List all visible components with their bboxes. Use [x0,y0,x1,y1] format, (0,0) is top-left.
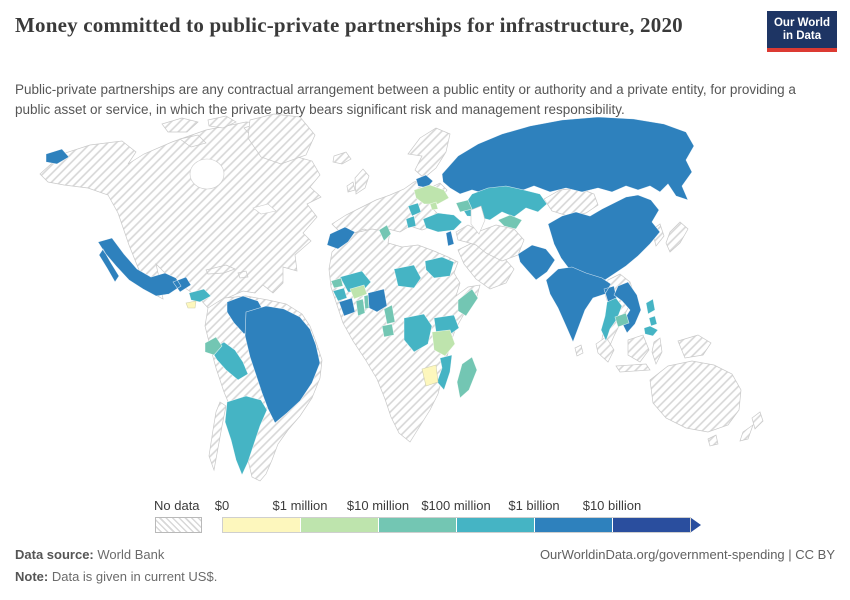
country-russia[interactable] [441,116,695,201]
legend-arrow-tip [690,517,701,533]
country-pakistan[interactable] [517,244,556,281]
country-sri-lanka[interactable] [574,344,584,357]
country-burkina-faso[interactable] [349,284,368,300]
choropleth-svg [39,113,764,482]
owid-logo-line1: Our World [773,17,830,29]
chart-subtitle: Public-private partnerships are any cont… [15,82,796,117]
country-somalia[interactable] [457,288,479,317]
country-greenland[interactable] [247,113,316,165]
country-serbia-albania[interactable] [405,202,422,229]
great-lakes [252,203,277,215]
legend-tick-5: $10 billion [582,498,642,513]
country-zimbabwe[interactable] [421,364,439,387]
country-cote-divoire[interactable] [338,297,356,317]
legend-swatch-1m-10m[interactable] [300,517,379,533]
country-israel[interactable] [445,230,455,247]
legend-swatch-10b-plus[interactable] [612,517,691,533]
country-iceland[interactable] [332,151,352,165]
country-cameroon-gabon[interactable] [381,304,396,338]
country-argentina[interactable] [224,395,268,476]
country-cuba-hispaniola[interactable] [205,264,249,279]
country-philippines[interactable] [643,298,659,337]
country-arctic-islands[interactable] [161,115,263,148]
country-uzbekistan[interactable] [497,214,523,230]
country-turkey[interactable] [422,212,463,233]
country-mexico[interactable] [97,237,192,297]
country-russia-chukotka[interactable] [45,148,70,165]
country-australia[interactable] [649,360,742,447]
country-guinea[interactable] [332,287,348,302]
country-benin-togo[interactable] [363,294,370,310]
country-new-zealand[interactable] [739,411,764,442]
legend-color-bar [222,517,701,533]
country-mozambique[interactable] [436,354,453,391]
legend-tick-4: $1 billion [508,498,560,513]
legend-swatch-100m-1b[interactable] [456,517,535,533]
bin-10m-100m-countries[interactable] [204,199,630,399]
country-morocco[interactable] [326,226,356,250]
country-madagascar[interactable] [456,356,478,399]
country-senegal[interactable] [330,277,344,289]
hudson-bay [189,158,225,190]
footer-source-value: World Bank [97,547,165,562]
country-sudan[interactable] [393,264,422,289]
legend-tick-3: $100 million [421,498,491,513]
country-honduras[interactable] [188,288,212,303]
country-indonesia-newguinea[interactable] [595,334,712,373]
footer-citation-link[interactable]: OurWorldinData.org/government-spending |… [539,547,835,562]
country-tanzania[interactable] [431,329,456,357]
bin-1m-10m-countries[interactable] [349,184,456,357]
country-mongolia[interactable] [543,187,599,217]
owid-logo[interactable]: Our World in Data [766,11,837,52]
country-dr-congo[interactable] [403,313,433,353]
legend-swatch-1b-10b[interactable] [534,517,613,533]
country-georgia-azerbaijan[interactable] [455,199,473,213]
footer-note-line: Note: Data is given in current US$. [15,569,217,584]
legend-swatch-0-1m[interactable] [222,517,301,533]
country-vietnam-laos[interactable] [613,281,642,334]
legend-no-data-label: No data [154,498,200,513]
country-brazil[interactable] [244,305,321,424]
country-peru[interactable] [210,341,249,381]
caspian-sea [470,205,486,235]
country-moldova[interactable] [429,201,439,211]
world-map [10,112,840,497]
country-korea-japan[interactable] [651,221,689,253]
legend-bar-outline [222,517,691,533]
inland-water [189,158,486,235]
country-el-salvador[interactable] [185,300,197,309]
legend-swatch-10m-100m[interactable] [378,517,457,533]
owid-logo-line2: in Data [782,30,822,42]
country-thailand[interactable] [600,297,623,342]
country-united-kingdom[interactable] [346,168,370,195]
country-tunisia[interactable] [378,224,392,242]
bin-0-1m-countries[interactable] [185,300,439,387]
country-belarus[interactable] [415,174,434,189]
country-ukraine[interactable] [413,184,450,205]
country-scandinavia[interactable] [407,127,451,179]
footer-source-label: Data source: [15,547,94,562]
footer-source-line: Data source: World Bank [15,547,164,562]
legend-tick-2: $10 million [346,498,410,513]
country-ecuador[interactable] [204,336,223,356]
country-uganda-kenya[interactable] [433,314,460,337]
bin-100m-1b-countries[interactable] [188,185,659,476]
legend-tick-0: $0 [214,498,230,513]
footer-note-value: Data is given in current US$. [51,569,218,584]
page-title: Money committed to public-private partne… [15,13,683,37]
country-egypt[interactable] [424,256,455,279]
legend-tick-1: $1 million [272,498,328,513]
country-ghana[interactable] [355,298,366,317]
country-chile[interactable] [208,401,227,472]
country-cambodia[interactable] [614,312,630,328]
bin-1b-10b-countries[interactable] [45,116,695,424]
legend-no-data-swatch[interactable] [155,517,202,533]
footer-note-label: Note: [15,569,49,584]
